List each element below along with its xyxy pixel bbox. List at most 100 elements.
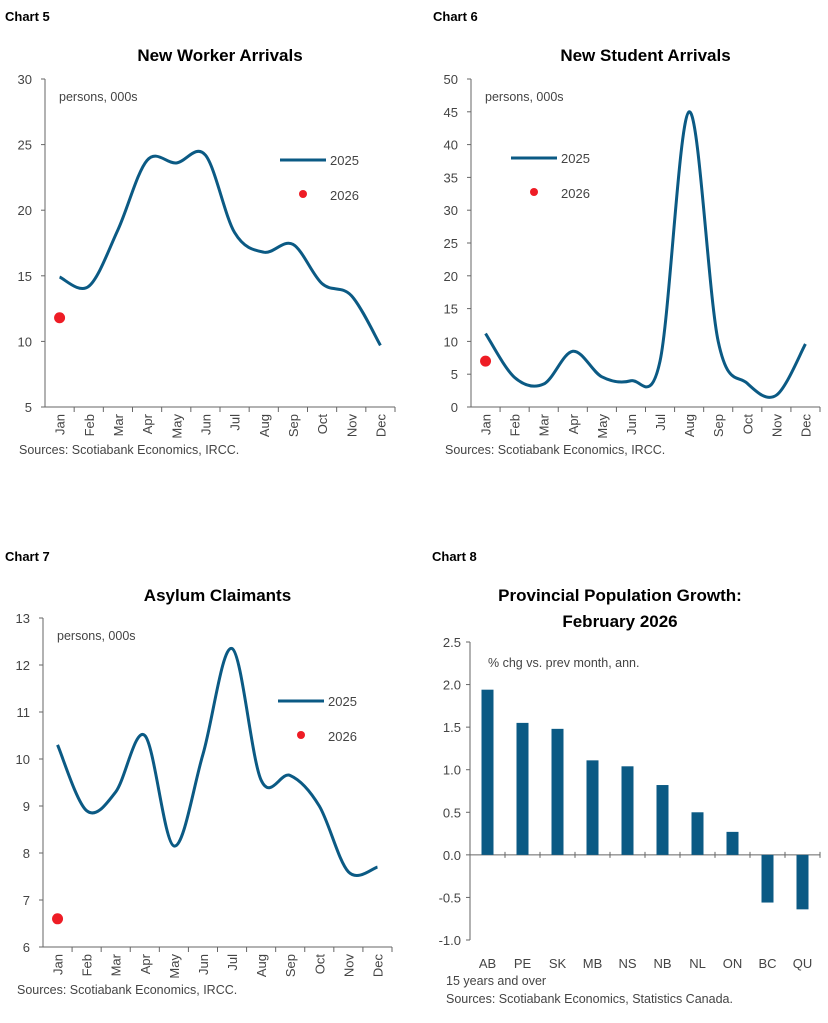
y-tick-label: 10 [16,752,30,767]
y-tick-label: 7 [23,893,30,908]
bar-AB [481,689,494,855]
y-tick-label: 6 [23,940,30,955]
x-tick-label: Nov [344,414,359,438]
x-tick-label: Aug [257,414,272,437]
y-tick-label: 40 [444,138,458,153]
source-note: Sources: Scotiabank Economics, IRCC. [17,983,237,997]
x-tick-label: Aug [682,414,697,437]
source-note: Sources: Scotiabank Economics, IRCC. [19,443,239,457]
unit-note: persons, 000s [59,90,138,104]
x-tick-label: SK [549,956,567,971]
legend-dot-2026 [299,190,307,198]
legend-label-2026: 2026 [330,188,359,203]
x-tick-label: Apr [566,413,581,434]
y-tick-label: 12 [16,658,30,673]
bar-ON [726,831,739,855]
y-tick-label: 2.5 [443,635,461,650]
legend-label-2026: 2026 [328,729,357,744]
source-note: Sources: Scotiabank Economics, IRCC. [445,443,665,457]
x-tick-label: Jun [198,414,213,435]
x-tick-label: May [169,414,184,439]
series-line-2025 [56,647,378,877]
x-tick-label: Feb [82,414,97,436]
y-tick-label: 15 [18,269,32,284]
x-tick-label: Mar [537,413,552,436]
x-tick-label: Feb [80,954,95,976]
x-tick-label: Oct [315,414,330,435]
y-tick-label: -0.5 [439,890,461,905]
x-tick-label: Apr [138,953,153,974]
chart-title: Provincial Population Growth: [498,586,742,605]
data-point-2026 [480,355,492,367]
legend-label-2026: 2026 [561,186,590,201]
x-tick-label: BC [758,956,776,971]
y-tick-label: 13 [16,611,30,626]
y-tick-label: 10 [444,334,458,349]
x-tick-label: QU [793,956,813,971]
chart-label: Chart 8 [432,549,477,564]
legend-label-2025: 2025 [561,151,590,166]
bar-NL [691,812,704,855]
x-tick-label: Dec [373,414,388,438]
bar-PE [516,722,529,855]
y-tick-label: 25 [18,138,32,153]
chart-title: New Worker Arrivals [137,46,302,65]
unit-note: persons, 000s [57,629,136,643]
legend-label-2025: 2025 [328,694,357,709]
x-tick-label: Dec [798,414,813,438]
x-tick-label: ON [723,956,743,971]
y-tick-label: 0.0 [443,848,461,863]
y-tick-label: 2.0 [443,678,461,693]
x-tick-label: Apr [140,413,155,434]
x-tick-label: Mar [109,953,124,976]
unit-note: persons, 000s [485,90,564,104]
y-tick-label: 5 [25,400,32,415]
series-line-2025 [58,149,382,347]
chart-title: New Student Arrivals [560,46,730,65]
x-tick-label: Jan [51,954,66,975]
bar-QU [796,854,809,910]
x-tick-label: Jun [624,414,639,435]
y-tick-label: 30 [18,72,32,87]
y-tick-label: 1.5 [443,720,461,735]
y-tick-label: 35 [444,170,458,185]
legend-dot-2026 [530,188,538,196]
y-tick-label: 20 [444,269,458,284]
x-tick-label: NL [689,956,706,971]
chart-label: Chart 5 [5,9,50,24]
y-tick-label: 9 [23,799,30,814]
x-tick-label: NS [618,956,636,971]
x-tick-label: Jul [653,414,668,431]
chart-title: Asylum Claimants [144,586,291,605]
x-tick-label: Jan [479,414,494,435]
x-tick-label: May [595,414,610,439]
x-tick-label: Feb [508,414,523,436]
series-line-2025 [484,110,807,399]
x-tick-label: MB [583,956,603,971]
x-tick-label: Jan [53,414,68,435]
data-point-2026 [52,913,64,925]
x-tick-label: AB [479,956,496,971]
x-tick-label: Jul [228,414,243,431]
y-tick-label: 1.0 [443,763,461,778]
bar-NB [656,785,669,855]
y-tick-label: -1.0 [439,933,461,948]
x-tick-label: Sep [286,414,301,437]
source-note: Sources: Scotiabank Economics, Statistic… [446,992,733,1006]
chart-label: Chart 6 [433,9,478,24]
x-tick-label: Jul [225,954,240,971]
x-tick-label: Nov [341,954,356,978]
y-tick-label: 20 [18,203,32,218]
legend-label-2025: 2025 [330,153,359,168]
bar-MB [586,760,599,855]
x-tick-label: Nov [769,414,784,438]
y-tick-label: 30 [444,203,458,218]
x-tick-label: Mar [111,413,126,436]
x-tick-label: Jun [196,954,211,975]
y-tick-label: 0 [451,400,458,415]
y-tick-label: 10 [18,334,32,349]
bar-NS [621,766,634,855]
x-tick-label: Oct [740,414,755,435]
y-tick-label: 25 [444,236,458,251]
